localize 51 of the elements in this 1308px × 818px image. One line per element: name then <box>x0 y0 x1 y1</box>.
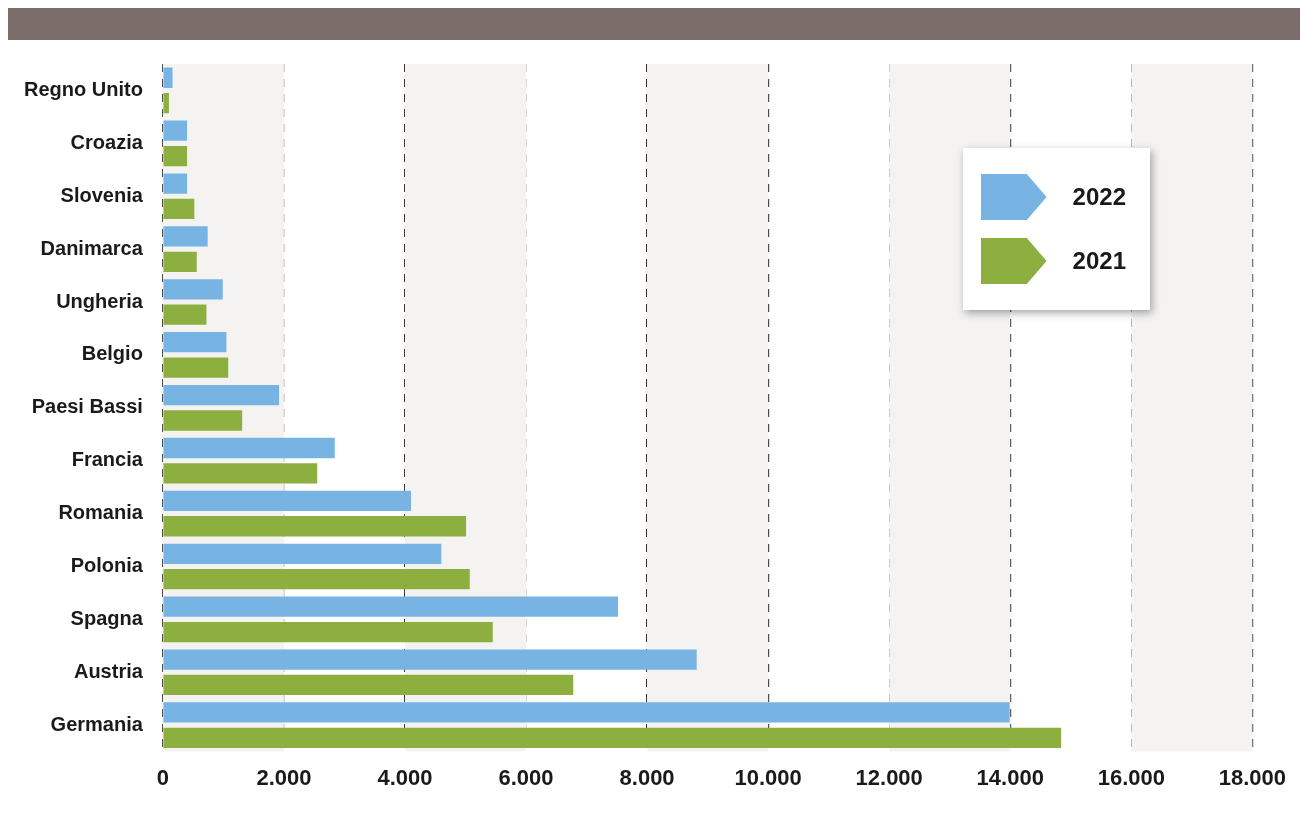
x-tick-label: 6.000 <box>498 764 554 790</box>
y-tick-label: Ungheria <box>56 289 144 312</box>
bar <box>163 92 169 114</box>
y-tick-label: Spagna <box>70 606 144 629</box>
bar <box>163 463 318 484</box>
bar <box>163 251 197 272</box>
bar <box>163 727 1062 748</box>
y-tick-label: Germania <box>50 712 144 735</box>
bar <box>163 120 188 141</box>
bar <box>163 173 188 194</box>
x-tick-label: 10.000 <box>734 764 802 790</box>
bar <box>163 596 619 617</box>
legend-label: 2022 <box>1072 183 1126 211</box>
bar <box>163 649 697 670</box>
x-tick-label: 18.000 <box>1218 764 1286 790</box>
bar <box>163 198 195 220</box>
y-tick-label: Regno Unito <box>23 77 143 100</box>
bar <box>163 384 280 406</box>
x-tick-label: 12.000 <box>855 764 923 790</box>
bar <box>163 516 467 537</box>
y-tick-label: Romania <box>58 501 144 524</box>
bar <box>163 226 208 247</box>
bar <box>163 145 188 167</box>
legend-label: 2021 <box>1072 247 1126 275</box>
bar <box>163 410 243 431</box>
y-tick-label: Francia <box>71 448 144 471</box>
x-tick-label: 0 <box>156 764 169 790</box>
x-tick-label: 4.000 <box>377 764 433 790</box>
bar <box>163 279 223 300</box>
bar <box>163 304 207 325</box>
bar <box>163 569 470 590</box>
x-tick-label: 14.000 <box>976 764 1044 790</box>
bar <box>163 67 173 88</box>
y-tick-label: Slovenia <box>60 183 144 206</box>
x-tick-label: 2.000 <box>256 764 312 790</box>
bar <box>163 357 229 378</box>
bar <box>163 621 493 643</box>
bar <box>163 702 1010 723</box>
y-tick-label: Belgio <box>81 342 143 365</box>
y-tick-label: Danimarca <box>40 236 144 259</box>
y-tick-label: Paesi Bassi <box>31 395 143 418</box>
x-tick-label: 16.000 <box>1097 764 1165 790</box>
x-tick-label: 8.000 <box>619 764 675 790</box>
bar <box>163 674 574 696</box>
bar <box>163 543 442 564</box>
y-tick-label: Polonia <box>70 553 144 576</box>
y-tick-label: Austria <box>73 659 144 682</box>
bar <box>163 490 412 512</box>
y-tick-label: Croazia <box>70 130 144 153</box>
bar <box>163 437 335 459</box>
bar <box>163 332 227 353</box>
